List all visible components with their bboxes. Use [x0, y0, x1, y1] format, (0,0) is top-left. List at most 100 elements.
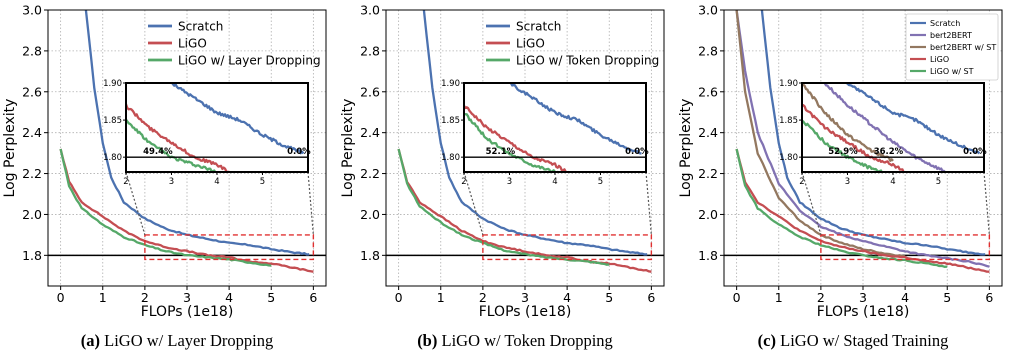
inset-x-tick-label: 2: [799, 177, 804, 187]
inset-series-line-4: [802, 118, 889, 172]
inset-annotation: 52.1%: [486, 147, 516, 157]
inset-annotation: 0.0%: [287, 147, 311, 157]
legend-label: LiGO w/ Layer Dropping: [178, 54, 321, 68]
inset: 2 3 4 5 1.80 1.85 1.90 52.9% 36.2% 0.0%: [779, 79, 990, 236]
x-axis-label: FLOPs (1e18): [479, 304, 572, 320]
inset-series-line-0: [506, 83, 642, 155]
inset-annotation: 0.0%: [625, 147, 649, 157]
highlight-box: [482, 234, 653, 261]
legend: Scratch LiGO LiGO w/ Token Dropping: [486, 20, 659, 68]
y-tick-label: 2.8: [360, 43, 380, 58]
legend-label: Scratch: [516, 20, 561, 34]
inset-y-tick-label: 1.90: [441, 79, 460, 89]
inset-series-line-0: [844, 83, 981, 155]
chart-panel-2: 0 1 2 3 4 5 6 1.8 2.0 2.2 2.4 2.6 2.8 3.0 FLOPs (1e18)…: [340, 3, 665, 350]
x-tick-label: 4: [901, 290, 909, 305]
legend: Scratch LiGO LiGO w/ Layer Dropping: [148, 20, 321, 68]
legend-label: LiGO: [516, 37, 545, 51]
inset-series-line-0: [168, 83, 305, 155]
x-tick-label: 0: [57, 290, 65, 305]
inset-x-tick-label: 3: [507, 177, 512, 187]
caption-text: LiGO w/ Staged Training: [776, 331, 948, 350]
series-line-4: [735, 148, 948, 268]
y-axis-label: Log Perplexity: [678, 99, 694, 198]
inset-x-tick-label: 2: [461, 177, 466, 187]
caption-letter: (a): [81, 331, 100, 350]
inset-connector: [645, 171, 652, 235]
inset-series-line-2: [126, 117, 220, 172]
y-tick-label: 3.0: [360, 3, 380, 18]
y-tick-label: 2.8: [22, 43, 42, 58]
inset-background: [464, 83, 646, 172]
y-tick-label: 2.2: [22, 166, 42, 181]
inset-y-tick-label: 1.80: [441, 153, 460, 163]
y-tick-label: 2.4: [360, 125, 380, 140]
legend-label: bert2BERT w/ ST: [930, 43, 996, 52]
legend-label: LiGO: [930, 55, 949, 64]
highlight-box: [820, 234, 991, 261]
inset-annotation: 0.0%: [963, 147, 987, 157]
inset-y-tick-label: 1.85: [441, 116, 460, 126]
y-tick-label: 2.6: [22, 84, 42, 99]
legend-label: Scratch: [930, 19, 960, 28]
legend-box: [905, 13, 999, 81]
inset-y-tick-label: 1.90: [103, 79, 122, 89]
inset-connector: [801, 171, 822, 236]
y-tick-label: 2.0: [698, 207, 718, 222]
legend-label: Scratch: [178, 20, 223, 34]
caption-text: LiGO w/ Token Dropping: [437, 331, 612, 350]
inset-y-tick-label: 1.90: [779, 79, 798, 89]
x-tick-label: 5: [943, 290, 951, 305]
inset-annotation: 49.4%: [143, 147, 173, 157]
inset-x-tick-label: 5: [598, 177, 603, 187]
inset-connector: [983, 171, 990, 235]
y-axis-label: Log Perplexity: [2, 99, 18, 198]
y-tick-label: 2.6: [698, 84, 718, 99]
inset-series-line-3: [802, 102, 908, 172]
y-tick-label: 3.0: [698, 3, 718, 18]
chart-panel-3: 0 1 2 3 4 5 6 1.8 2.0 2.2 2.4 2.6 2.8 3.0 FLOPs (1e18)…: [678, 3, 1003, 350]
inset-x-tick-label: 4: [890, 177, 895, 187]
inset-series-group: [126, 83, 305, 172]
x-tick-label: 0: [733, 290, 741, 305]
x-tick-label: 2: [817, 290, 825, 305]
y-tick-label: 2.0: [22, 207, 42, 222]
inset-x-tick-label: 3: [845, 177, 850, 187]
inset-y-tick-label: 1.80: [103, 153, 122, 163]
inset-series-line-2: [464, 111, 560, 172]
inset-x-tick-label: 5: [260, 177, 265, 187]
x-tick-label: 5: [267, 290, 275, 305]
y-tick-label: 2.2: [698, 166, 718, 181]
inset-connector: [307, 171, 314, 235]
y-tick-label: 2.2: [360, 166, 380, 181]
inset-x-tick-label: 2: [123, 177, 128, 187]
series-line-1: [397, 148, 652, 273]
y-tick-label: 3.0: [22, 3, 42, 18]
inset-annotation: 36.2%: [874, 147, 904, 157]
y-tick-label: 1.8: [360, 248, 380, 263]
x-axis-label: FLOPs (1e18): [141, 304, 234, 320]
inset-series-line-2: [802, 83, 894, 162]
x-tick-label: 2: [479, 290, 487, 305]
y-tick-label: 2.6: [360, 84, 380, 99]
x-tick-label: 5: [605, 290, 613, 305]
y-tick-label: 2.0: [360, 207, 380, 222]
series-group: [397, 10, 652, 273]
legend-label: bert2BERT: [930, 31, 972, 40]
inset-y-tick-label: 1.85: [103, 116, 122, 126]
x-tick-label: 6: [309, 290, 317, 305]
series-line-0: [422, 10, 648, 256]
y-tick-label: 2.4: [22, 125, 42, 140]
caption-letter: (c): [758, 331, 776, 350]
y-tick-label: 2.8: [698, 43, 718, 58]
highlight-box: [144, 234, 315, 261]
series-line-1: [59, 148, 314, 273]
x-axis-label: FLOPs (1e18): [817, 304, 910, 320]
inset-y-tick-label: 1.80: [779, 153, 798, 163]
panel-caption: (b) LiGO w/ Token Dropping: [417, 331, 613, 350]
inset-y-tick-label: 1.85: [779, 116, 798, 126]
inset-annotation: 52.9%: [828, 147, 858, 157]
y-tick-label: 1.8: [22, 248, 42, 263]
caption-letter: (b): [417, 331, 437, 350]
x-tick-label: 4: [563, 290, 571, 305]
